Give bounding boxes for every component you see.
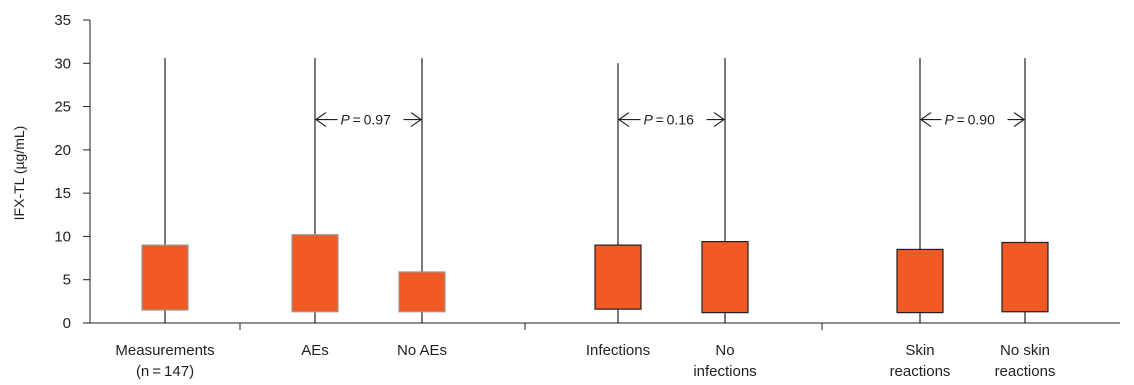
- y-ticks: 0 5 10 15 20 25 30 35: [54, 12, 90, 332]
- p-value-label: P = 0.90: [945, 112, 996, 128]
- category-label: (n = 147): [136, 363, 194, 380]
- category-label: reactions: [890, 363, 951, 380]
- box-group: [701, 58, 749, 323]
- comparison-bracket: P = 0.90: [919, 112, 1026, 128]
- p-symbol: P: [945, 112, 955, 128]
- boxes: [141, 58, 1049, 323]
- arrow-right-icon: [1013, 112, 1026, 128]
- y-tick-label: 15: [54, 185, 71, 202]
- comparison-bracket: P = 0.97: [314, 112, 423, 128]
- box: [291, 234, 339, 313]
- box: [1001, 241, 1049, 313]
- y-axis-label: IFX-TL (µg/mL): [11, 126, 27, 221]
- box-group: [896, 58, 944, 323]
- p-value-label: P = 0.97: [341, 112, 392, 128]
- category-label: Skin: [905, 342, 934, 359]
- x-ticks: [239, 323, 823, 330]
- category-label: reactions: [995, 363, 1056, 380]
- p-value-label: P = 0.16: [644, 112, 695, 128]
- comparison-bracket: P = 0.16: [617, 112, 726, 128]
- category-label: No: [715, 342, 734, 359]
- p-value: = 0.16: [653, 112, 694, 128]
- y-tick-label: 5: [63, 272, 71, 289]
- box: [701, 241, 749, 314]
- y-axis-label-group: IFX-TL (µg/mL): [11, 126, 27, 221]
- y-tick-label: 30: [54, 55, 71, 72]
- y-tick-label: 35: [54, 12, 71, 29]
- arrow-left-icon: [314, 112, 327, 128]
- p-value: = 0.97: [350, 112, 391, 128]
- p-symbol: P: [341, 112, 351, 128]
- comparison-brackets: P = 0.97 P = 0.16 P = 0.90: [314, 112, 1026, 128]
- category-label: infections: [693, 363, 756, 380]
- box-group: [141, 58, 189, 323]
- box: [594, 244, 642, 310]
- category-label: AEs: [301, 342, 329, 359]
- y-tick-label: 10: [54, 228, 71, 245]
- category-labels: Measurements (n = 147) AEs No AEs Infections…: [115, 342, 1055, 380]
- box-group: [1001, 58, 1049, 323]
- category-label: Infections: [586, 342, 650, 359]
- category-label: Measurements: [115, 342, 214, 359]
- p-symbol: P: [644, 112, 654, 128]
- box-group: [398, 58, 446, 323]
- category-label: No AEs: [397, 342, 447, 359]
- box: [398, 271, 446, 313]
- arrow-right-icon: [713, 112, 726, 128]
- y-tick-label: 25: [54, 99, 71, 116]
- box-group: [291, 58, 339, 323]
- y-tick-label: 20: [54, 142, 71, 159]
- box-group: [594, 63, 642, 323]
- category-label: No skin: [1000, 342, 1050, 359]
- arrow-left-icon: [617, 112, 630, 128]
- arrow-left-icon: [919, 112, 932, 128]
- axes: [89, 20, 1120, 324]
- box: [141, 244, 189, 311]
- p-value: = 0.90: [954, 112, 995, 128]
- arrow-right-icon: [410, 112, 423, 128]
- y-tick-label: 0: [63, 315, 71, 332]
- box: [896, 248, 944, 314]
